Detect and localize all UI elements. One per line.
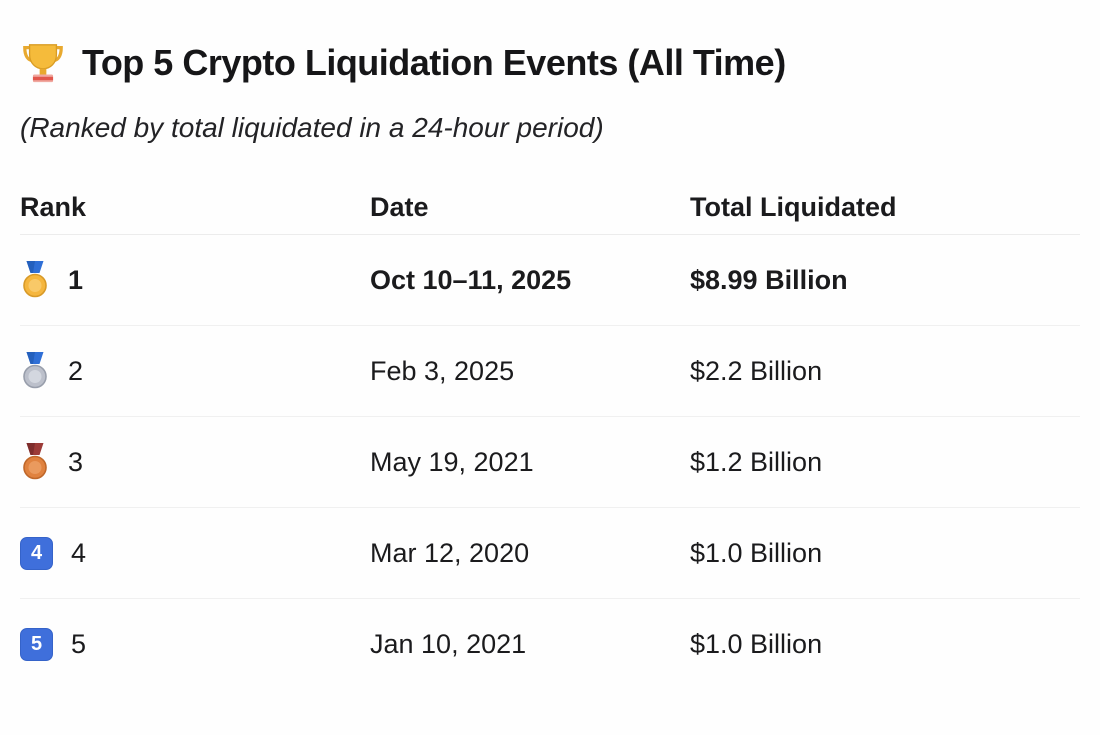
rank-number: 2 [68, 355, 84, 386]
rank-number: 4 [71, 537, 87, 568]
total-liquidated: $1.2 Billion [690, 446, 823, 477]
table-row: 4 4 Mar 12, 2020 $1.0 Billion [20, 508, 1080, 599]
bronze-medal-icon [20, 441, 50, 483]
column-header-rank: Rank [20, 191, 87, 222]
column-header-total: Total Liquidated [690, 191, 897, 222]
gold-medal-icon [20, 259, 50, 301]
liquidation-table: Rank Date Total Liquidated 1 Oct 10–11, … [20, 180, 1080, 689]
total-liquidated: $1.0 Billion [690, 628, 823, 659]
rank-number: 1 [68, 264, 84, 295]
page-subtitle: (Ranked by total liquidated in a 24-hour… [20, 112, 604, 143]
total-liquidated: $1.0 Billion [690, 537, 823, 568]
event-date: May 19, 2021 [370, 446, 534, 477]
trophy-icon [20, 40, 66, 86]
table-header-row: Rank Date Total Liquidated [20, 180, 1080, 235]
silver-medal-icon [20, 350, 50, 392]
event-date: Jan 10, 2021 [370, 628, 527, 659]
page-title-row: Top 5 Crypto Liquidation Events (All Tim… [20, 40, 1080, 86]
total-liquidated: $2.2 Billion [690, 355, 823, 386]
table-row: 2 Feb 3, 2025 $2.2 Billion [20, 326, 1080, 417]
column-header-date: Date [370, 191, 429, 222]
rank-number: 3 [68, 446, 84, 477]
table-row: 1 Oct 10–11, 2025 $8.99 Billion [20, 235, 1080, 326]
table-row: 5 5 Jan 10, 2021 $1.0 Billion [20, 599, 1080, 689]
total-liquidated: $8.99 Billion [690, 264, 848, 295]
table-row: 3 May 19, 2021 $1.2 Billion [20, 417, 1080, 508]
event-date: Oct 10–11, 2025 [370, 264, 572, 295]
blue-number-badge-icon: 5 [20, 627, 53, 661]
event-date: Mar 12, 2020 [370, 537, 530, 568]
rank-number: 5 [71, 628, 87, 659]
event-date: Feb 3, 2025 [370, 355, 515, 386]
liquidation-events-page: Top 5 Crypto Liquidation Events (All Tim… [20, 40, 1080, 689]
page-title: Top 5 Crypto Liquidation Events (All Tim… [82, 42, 786, 83]
blue-number-badge-icon: 4 [20, 536, 53, 570]
